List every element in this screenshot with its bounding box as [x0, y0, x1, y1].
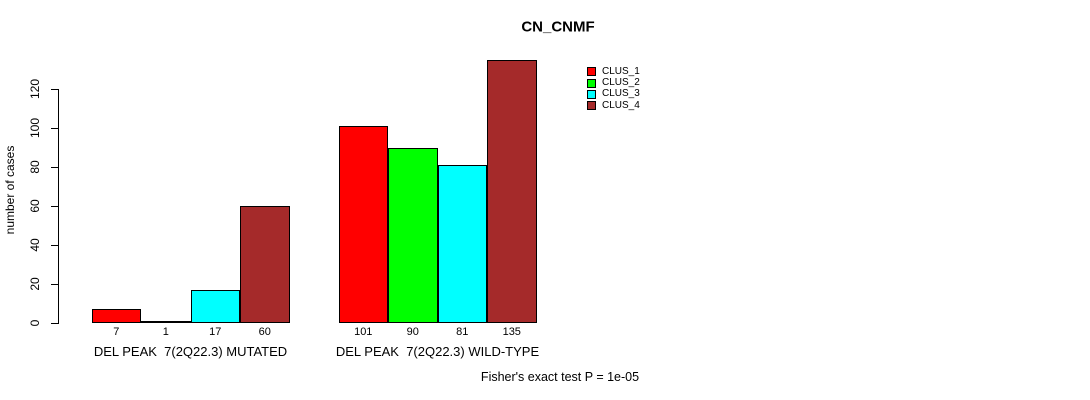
y-axis-label: number of cases — [3, 145, 17, 235]
group-label-2: DEL PEAK 7(2Q22.3) WILD-TYPE — [335, 344, 540, 359]
bar-CLUS_1-group2 — [338, 126, 388, 323]
legend-label: CLUS_1 — [602, 65, 640, 77]
bar-value-label: 60 — [258, 325, 271, 338]
bar-CLUS_3-group1 — [190, 289, 240, 323]
y-tick-label: 80 — [28, 160, 42, 174]
bar-CLUS_2-group1 — [141, 321, 191, 323]
legend-item-CLUS_1: CLUS_1 — [587, 66, 640, 77]
y-tick-label: 40 — [28, 238, 42, 252]
y-tick-mark — [51, 89, 58, 90]
bar-CLUS_1-group1 — [91, 309, 141, 323]
bar-value-label: 17 — [209, 325, 222, 338]
legend-label: CLUS_4 — [602, 99, 640, 111]
y-tick-label: 60 — [28, 199, 42, 213]
legend-label: CLUS_3 — [602, 88, 640, 100]
bar-CLUS_4-group1 — [240, 206, 290, 323]
legend: CLUS_1 CLUS_2 CLUS_3 CLUS_4 — [587, 66, 640, 112]
group-label-1: DEL PEAK 7(2Q22.3) MUTATED — [93, 344, 288, 359]
bar-value-label: 1 — [162, 325, 169, 338]
y-tick-label: 20 — [28, 277, 42, 291]
y-tick-label: 120 — [28, 78, 42, 100]
legend-label: CLUS_2 — [602, 77, 640, 89]
legend-swatch-icon — [587, 89, 596, 99]
y-tick-mark — [51, 167, 58, 168]
bar-CLUS_3-group2 — [437, 165, 487, 323]
bar-CLUS_4-group2 — [487, 59, 537, 323]
legend-swatch-icon — [587, 101, 596, 111]
y-tick-label: 100 — [28, 117, 42, 139]
legend-item-CLUS_3: CLUS_3 — [587, 89, 640, 100]
bar-value-label: 81 — [456, 325, 469, 338]
bar-CLUS_2-group2 — [388, 147, 438, 323]
y-tick-mark — [51, 323, 58, 324]
legend-item-CLUS_4: CLUS_4 — [587, 100, 640, 111]
y-axis-line — [58, 89, 59, 324]
y-tick-mark — [51, 128, 58, 129]
legend-swatch-icon — [587, 78, 596, 88]
y-tick-label: 0 — [28, 319, 42, 327]
bar-value-label: 7 — [113, 325, 120, 338]
legend-swatch-icon — [587, 67, 596, 77]
y-tick-mark — [51, 206, 58, 207]
legend-item-CLUS_2: CLUS_2 — [587, 77, 640, 88]
chart-title: CN_CNMF — [521, 18, 595, 36]
bar-value-label: 135 — [502, 325, 521, 338]
bar-value-label: 90 — [406, 325, 419, 338]
footnote-fisher-test: Fisher's exact test P = 1e-05 — [480, 370, 640, 384]
y-tick-mark — [51, 245, 58, 246]
bar-value-label: 101 — [354, 325, 373, 338]
y-tick-mark — [51, 284, 58, 285]
